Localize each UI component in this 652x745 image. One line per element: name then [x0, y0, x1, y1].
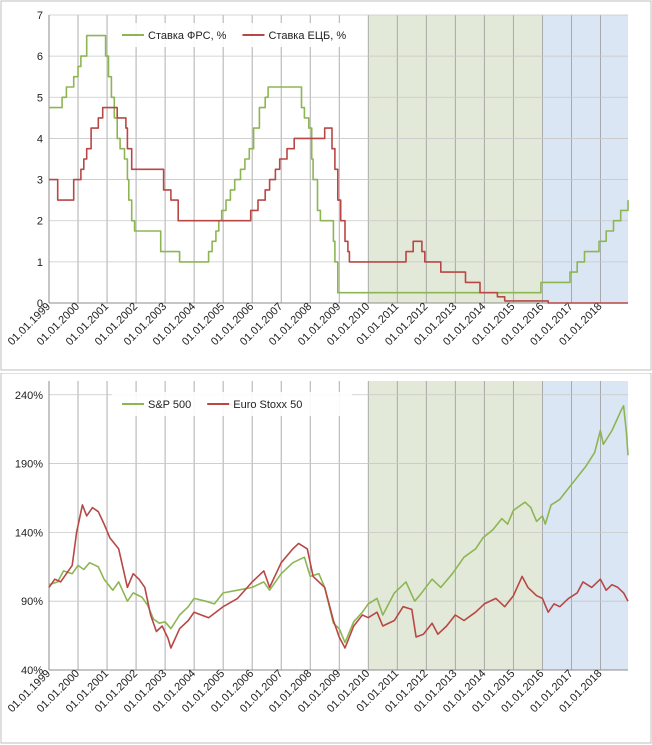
policy-rate-chart: 0123456701.01.199901.01.200001.01.200101… — [0, 0, 652, 371]
series-line-2 — [49, 106, 628, 304]
legend-label-2: Ставка ЕЦБ, % — [268, 30, 346, 42]
y-tick-label: 190% — [15, 459, 43, 471]
y-tick-label: 4 — [37, 133, 43, 145]
y-tick-label: 7 — [37, 10, 43, 22]
y-tick-label: 140% — [15, 527, 43, 539]
index-chart: 40%90%140%190%240%01.01.199901.01.200001… — [0, 373, 652, 744]
y-tick-label: 3 — [37, 175, 43, 187]
y-tick-label: 6 — [37, 51, 43, 63]
legend: S&P 500 Euro Stoxx 50 — [112, 392, 352, 416]
legend-label-2: Euro Stoxx 50 — [233, 399, 302, 411]
y-tick-label: 1 — [37, 257, 43, 269]
legend-label-1: S&P 500 — [148, 399, 191, 411]
y-tick-label: 40% — [21, 665, 43, 677]
series-line-2 — [48, 504, 629, 649]
y-tick-label: 5 — [37, 92, 43, 104]
series-line-1 — [48, 405, 629, 644]
series-line-1 — [49, 34, 629, 294]
y-tick-label: 240% — [15, 390, 43, 402]
shaded-region-2 — [542, 381, 628, 670]
y-tick-label: 2 — [37, 216, 43, 228]
legend: Ставка ФРС, % Ставка ЕЦБ, % — [112, 23, 360, 47]
y-tick-label: 0 — [37, 298, 43, 310]
legend-label-1: Ставка ФРС, % — [148, 30, 227, 42]
y-tick-label: 90% — [21, 596, 43, 608]
